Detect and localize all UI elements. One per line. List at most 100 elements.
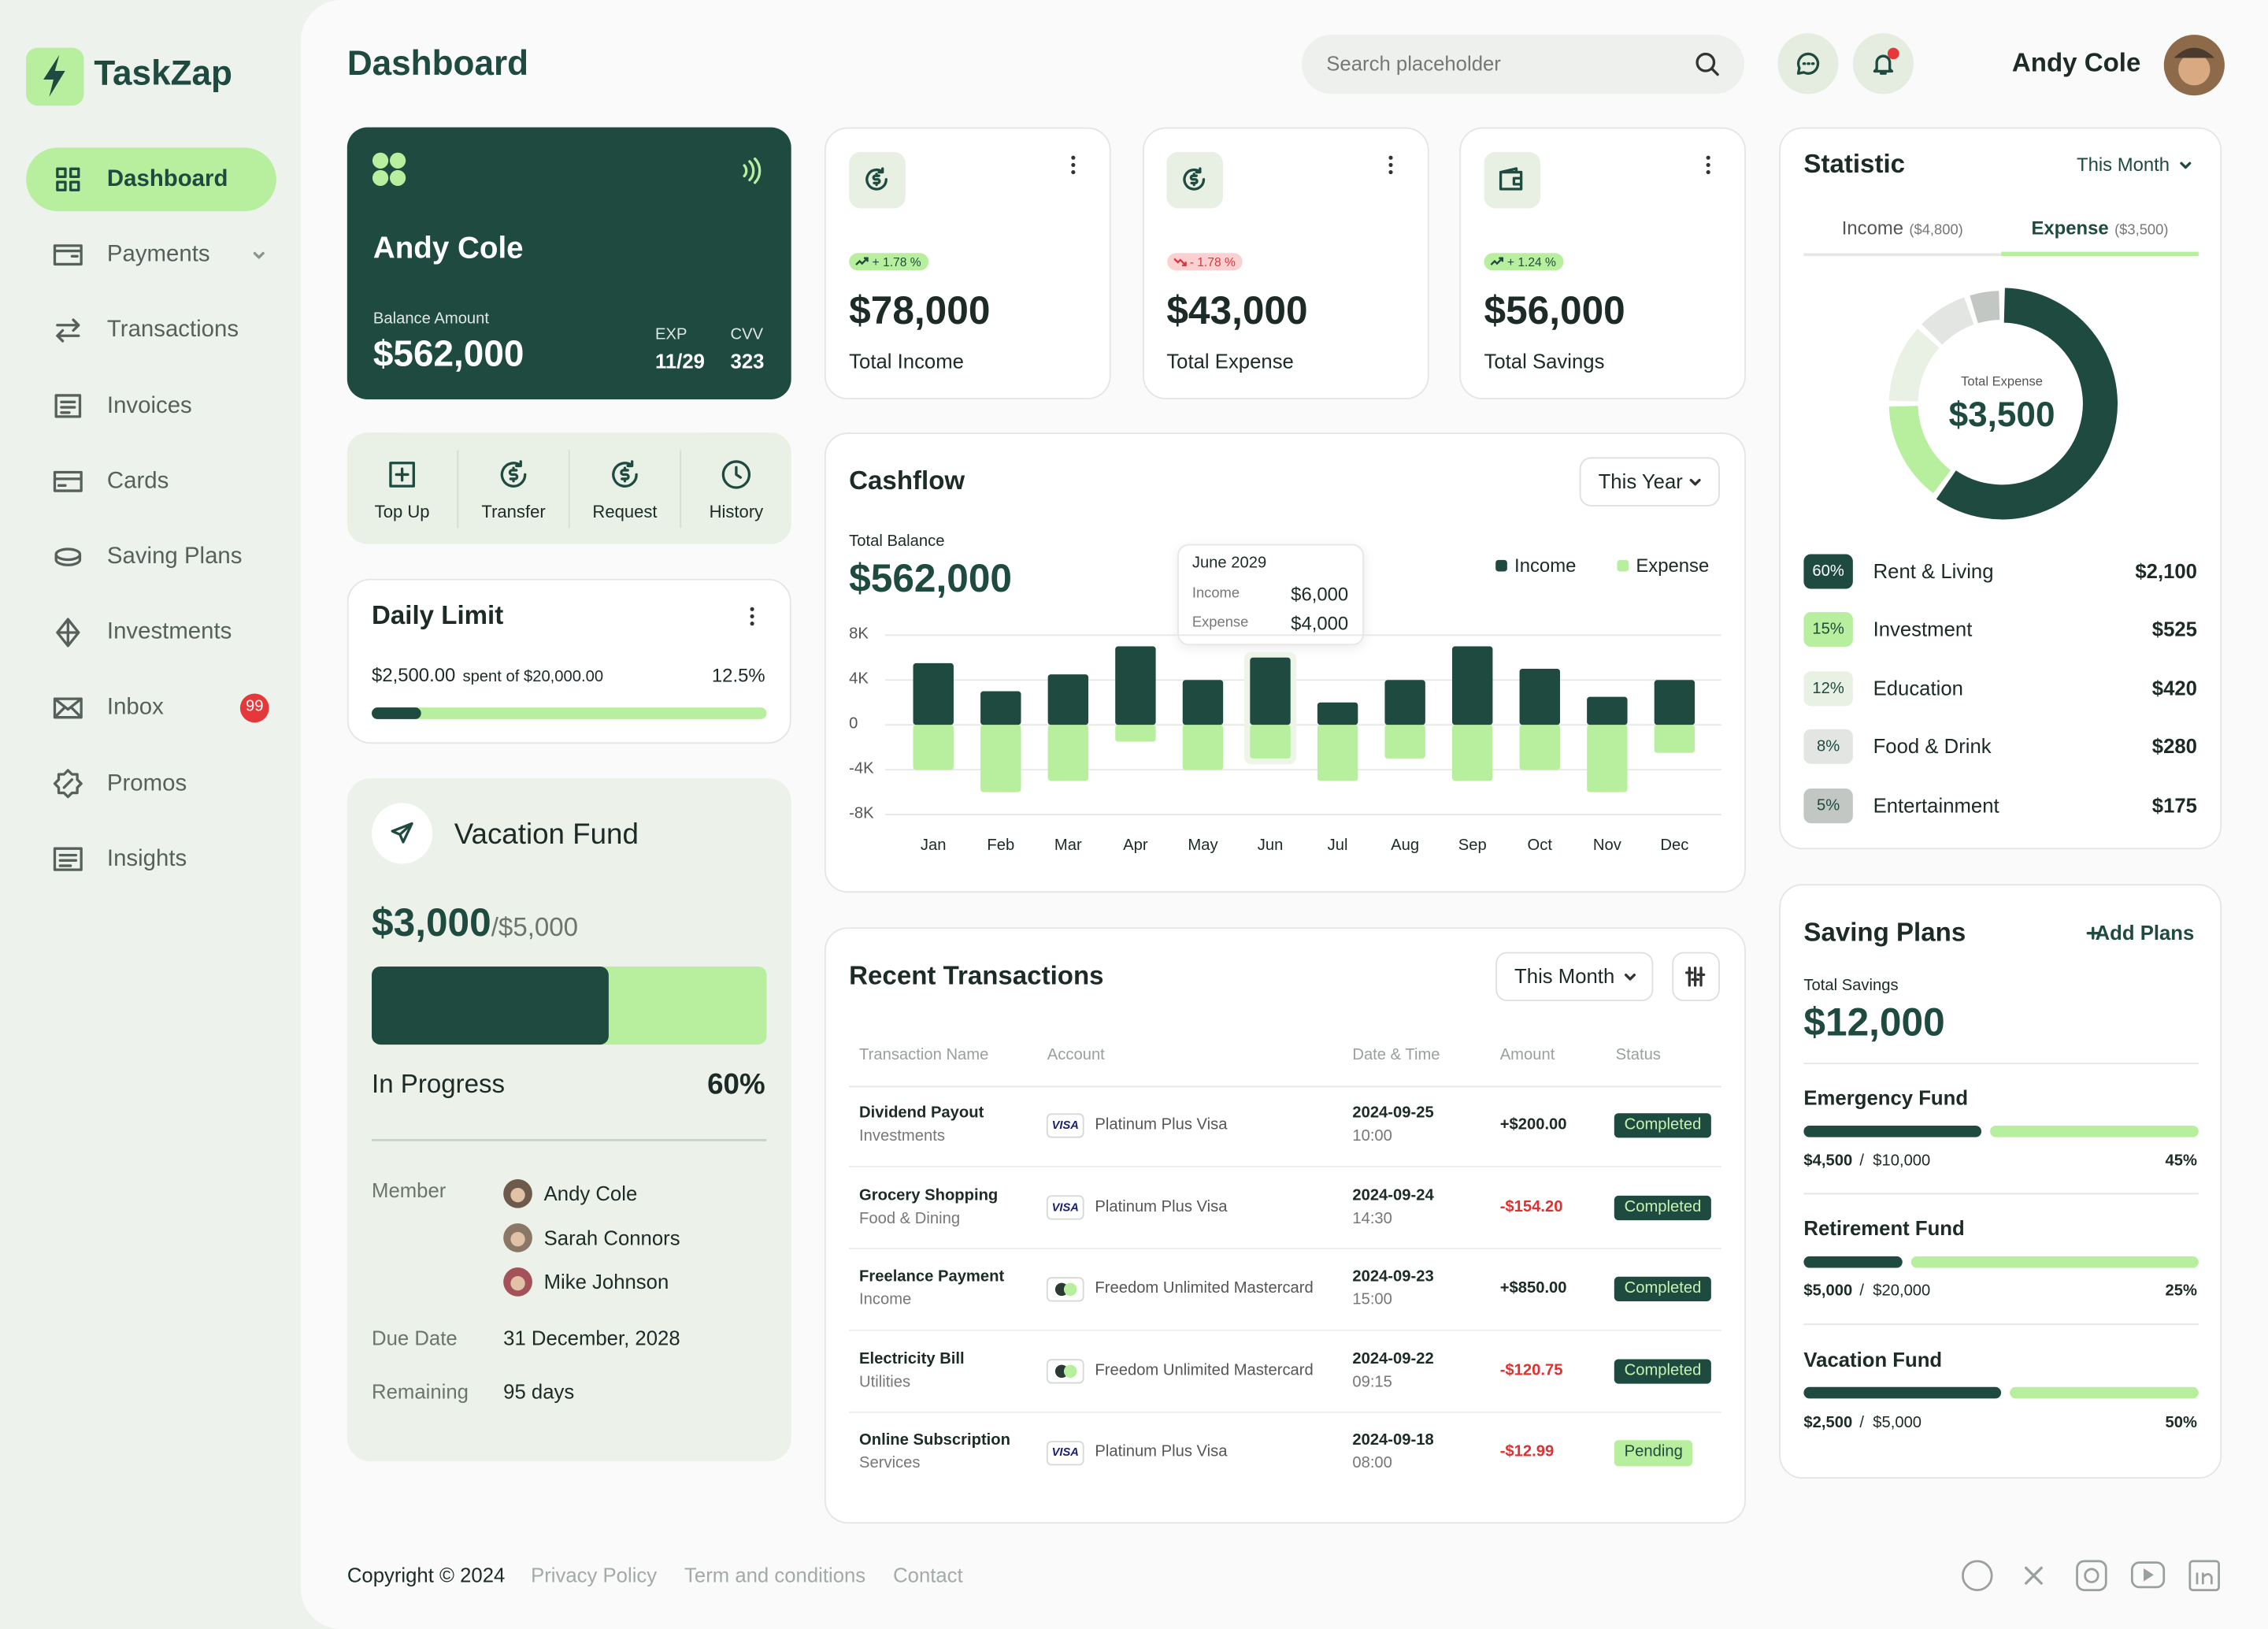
footer-link[interactable]: Privacy Policy [531, 1563, 658, 1587]
nav-item[interactable]: Insights [106, 846, 187, 872]
nav-item[interactable]: Inbox [106, 696, 164, 721]
plan-name: Retirement Fund [1803, 1216, 1965, 1240]
column-header[interactable]: Amount [1499, 1046, 1555, 1064]
tx-date: 2024-09-24 [1352, 1186, 1434, 1204]
card-title: Recent Transactions [849, 960, 1104, 990]
category-name: Investment [1873, 618, 1973, 641]
progress-rest [2010, 1386, 2199, 1399]
nav-item[interactable]: Saving Plans [106, 544, 243, 570]
cvv-value: 323 [730, 349, 765, 373]
footer-link[interactable]: Term and conditions [684, 1563, 866, 1587]
nav-active[interactable] [26, 147, 276, 212]
balance-amount: $562,000 [372, 334, 524, 375]
tab-underline [2001, 251, 2199, 257]
card-logo [1046, 1113, 1084, 1138]
footer-links: Privacy Policy Term and conditions Contact [531, 1564, 963, 1588]
add-plan[interactable]: Add Plans [2095, 921, 2195, 944]
badge-dot [239, 693, 269, 723]
menu-dot [1071, 170, 1076, 175]
limit: spent of $20,000.00 [462, 668, 604, 686]
social-icon [2076, 1560, 2107, 1591]
x-tick-label: Jan [920, 837, 947, 855]
x-tick-label: Mar [1054, 837, 1082, 855]
nav-item[interactable]: Dashboard [106, 166, 228, 192]
tooltip-title: June 2029 [1191, 555, 1267, 573]
nav-item[interactable]: Promos [106, 770, 187, 796]
detail-label: Due Date [372, 1326, 458, 1349]
nav-item[interactable]: Cards [106, 469, 169, 494]
icon [1796, 52, 1820, 75]
x-tick-label: Dec [1660, 837, 1689, 855]
plan-name: Emergency Fund [1803, 1085, 1969, 1110]
category-amount: $525 [2151, 618, 2198, 641]
x-tick-label: Oct [1527, 837, 1552, 855]
plan-percent: 50% [2165, 1413, 2198, 1431]
tooltip-value: $4,000 [1291, 611, 1349, 633]
social-icon [2130, 1561, 2166, 1589]
user-name[interactable]: Andy Cole [2011, 47, 2141, 77]
detail-label: Member [372, 1178, 447, 1202]
icon [53, 697, 83, 719]
footer-link[interactable]: Contact [893, 1563, 963, 1587]
icon [389, 462, 415, 488]
tx-account: Platinum Plus Visa [1095, 1115, 1228, 1134]
card-brand-mark [1063, 1364, 1077, 1379]
percent-badge: 5% [1803, 788, 1853, 823]
saving-plans-card [1779, 884, 2222, 1479]
nav-item[interactable]: Transactions [106, 317, 239, 343]
column-header[interactable]: Status [1615, 1046, 1661, 1064]
card-title: Daily Limit [372, 600, 504, 630]
bar [1384, 680, 1425, 725]
y-tick-label: 0 [849, 715, 858, 733]
limit-text: $2,500.00 spent of $20,000.00 [372, 664, 603, 688]
x-tick-label: Jun [1257, 837, 1284, 855]
x-tick-label: Jul [1327, 837, 1348, 855]
action-label[interactable]: Transfer [481, 501, 546, 522]
nav-item[interactable]: Investments [106, 620, 232, 645]
x-tick-label: May [1188, 837, 1218, 855]
progress-percent: 60% [707, 1069, 765, 1101]
page-title: Dashboard [346, 44, 529, 83]
tab-label[interactable]: Income [1841, 217, 1904, 239]
tooltip [1177, 544, 1365, 646]
period[interactable]: This Month [2076, 154, 2170, 176]
plan-saved: $2,500 [1803, 1413, 1853, 1431]
member-face [510, 1231, 525, 1247]
tx-amount: -$154.20 [1499, 1197, 1563, 1215]
search-box[interactable] [1302, 35, 1745, 95]
balance-amount: $562,000 [849, 556, 1013, 600]
x-tick-label: Apr [1123, 837, 1148, 855]
social-icon [2196, 1572, 2213, 1585]
detail-label: Remaining [372, 1379, 469, 1403]
detail-value: 31 December, 2028 [503, 1326, 680, 1349]
icon [56, 618, 80, 648]
category-name: Food & Drink [1873, 734, 1992, 759]
tx-date: 2024-09-23 [1352, 1268, 1434, 1286]
nav-item[interactable]: Payments [106, 242, 210, 268]
column-header[interactable]: Transaction Name [859, 1046, 989, 1064]
card-brand: VISA [1051, 1445, 1079, 1460]
plan-percent: 45% [2165, 1152, 2198, 1170]
nav-item[interactable]: Invoices [106, 393, 192, 418]
trend-icon [855, 257, 869, 265]
card-brand: VISA [1051, 1119, 1079, 1132]
column-header[interactable]: Date & Time [1352, 1046, 1440, 1064]
plan-amounts: $4,500 / $10,000 [1803, 1152, 1930, 1171]
limit-percent: 12.5% [711, 664, 765, 686]
legend-label: Expense [1636, 554, 1710, 577]
action-label[interactable]: Top Up [374, 501, 430, 522]
bar [980, 691, 1021, 725]
x-tick-label: Feb [987, 837, 1015, 855]
menu-dot [1071, 162, 1076, 167]
action-label[interactable]: History [709, 501, 764, 522]
card-brand: VISA [1051, 1200, 1079, 1214]
icon-box [1484, 151, 1541, 209]
member-face [510, 1276, 525, 1291]
tab-label[interactable]: Expense [2031, 217, 2109, 239]
column-header[interactable]: Account [1047, 1046, 1105, 1064]
avatar-face [2178, 53, 2211, 86]
y-tick-label: 4K [849, 670, 869, 688]
tx-account: Freedom Unlimited Mastercard [1095, 1279, 1314, 1297]
social-icon [2188, 1560, 2220, 1591]
action-label[interactable]: Request [592, 501, 658, 522]
